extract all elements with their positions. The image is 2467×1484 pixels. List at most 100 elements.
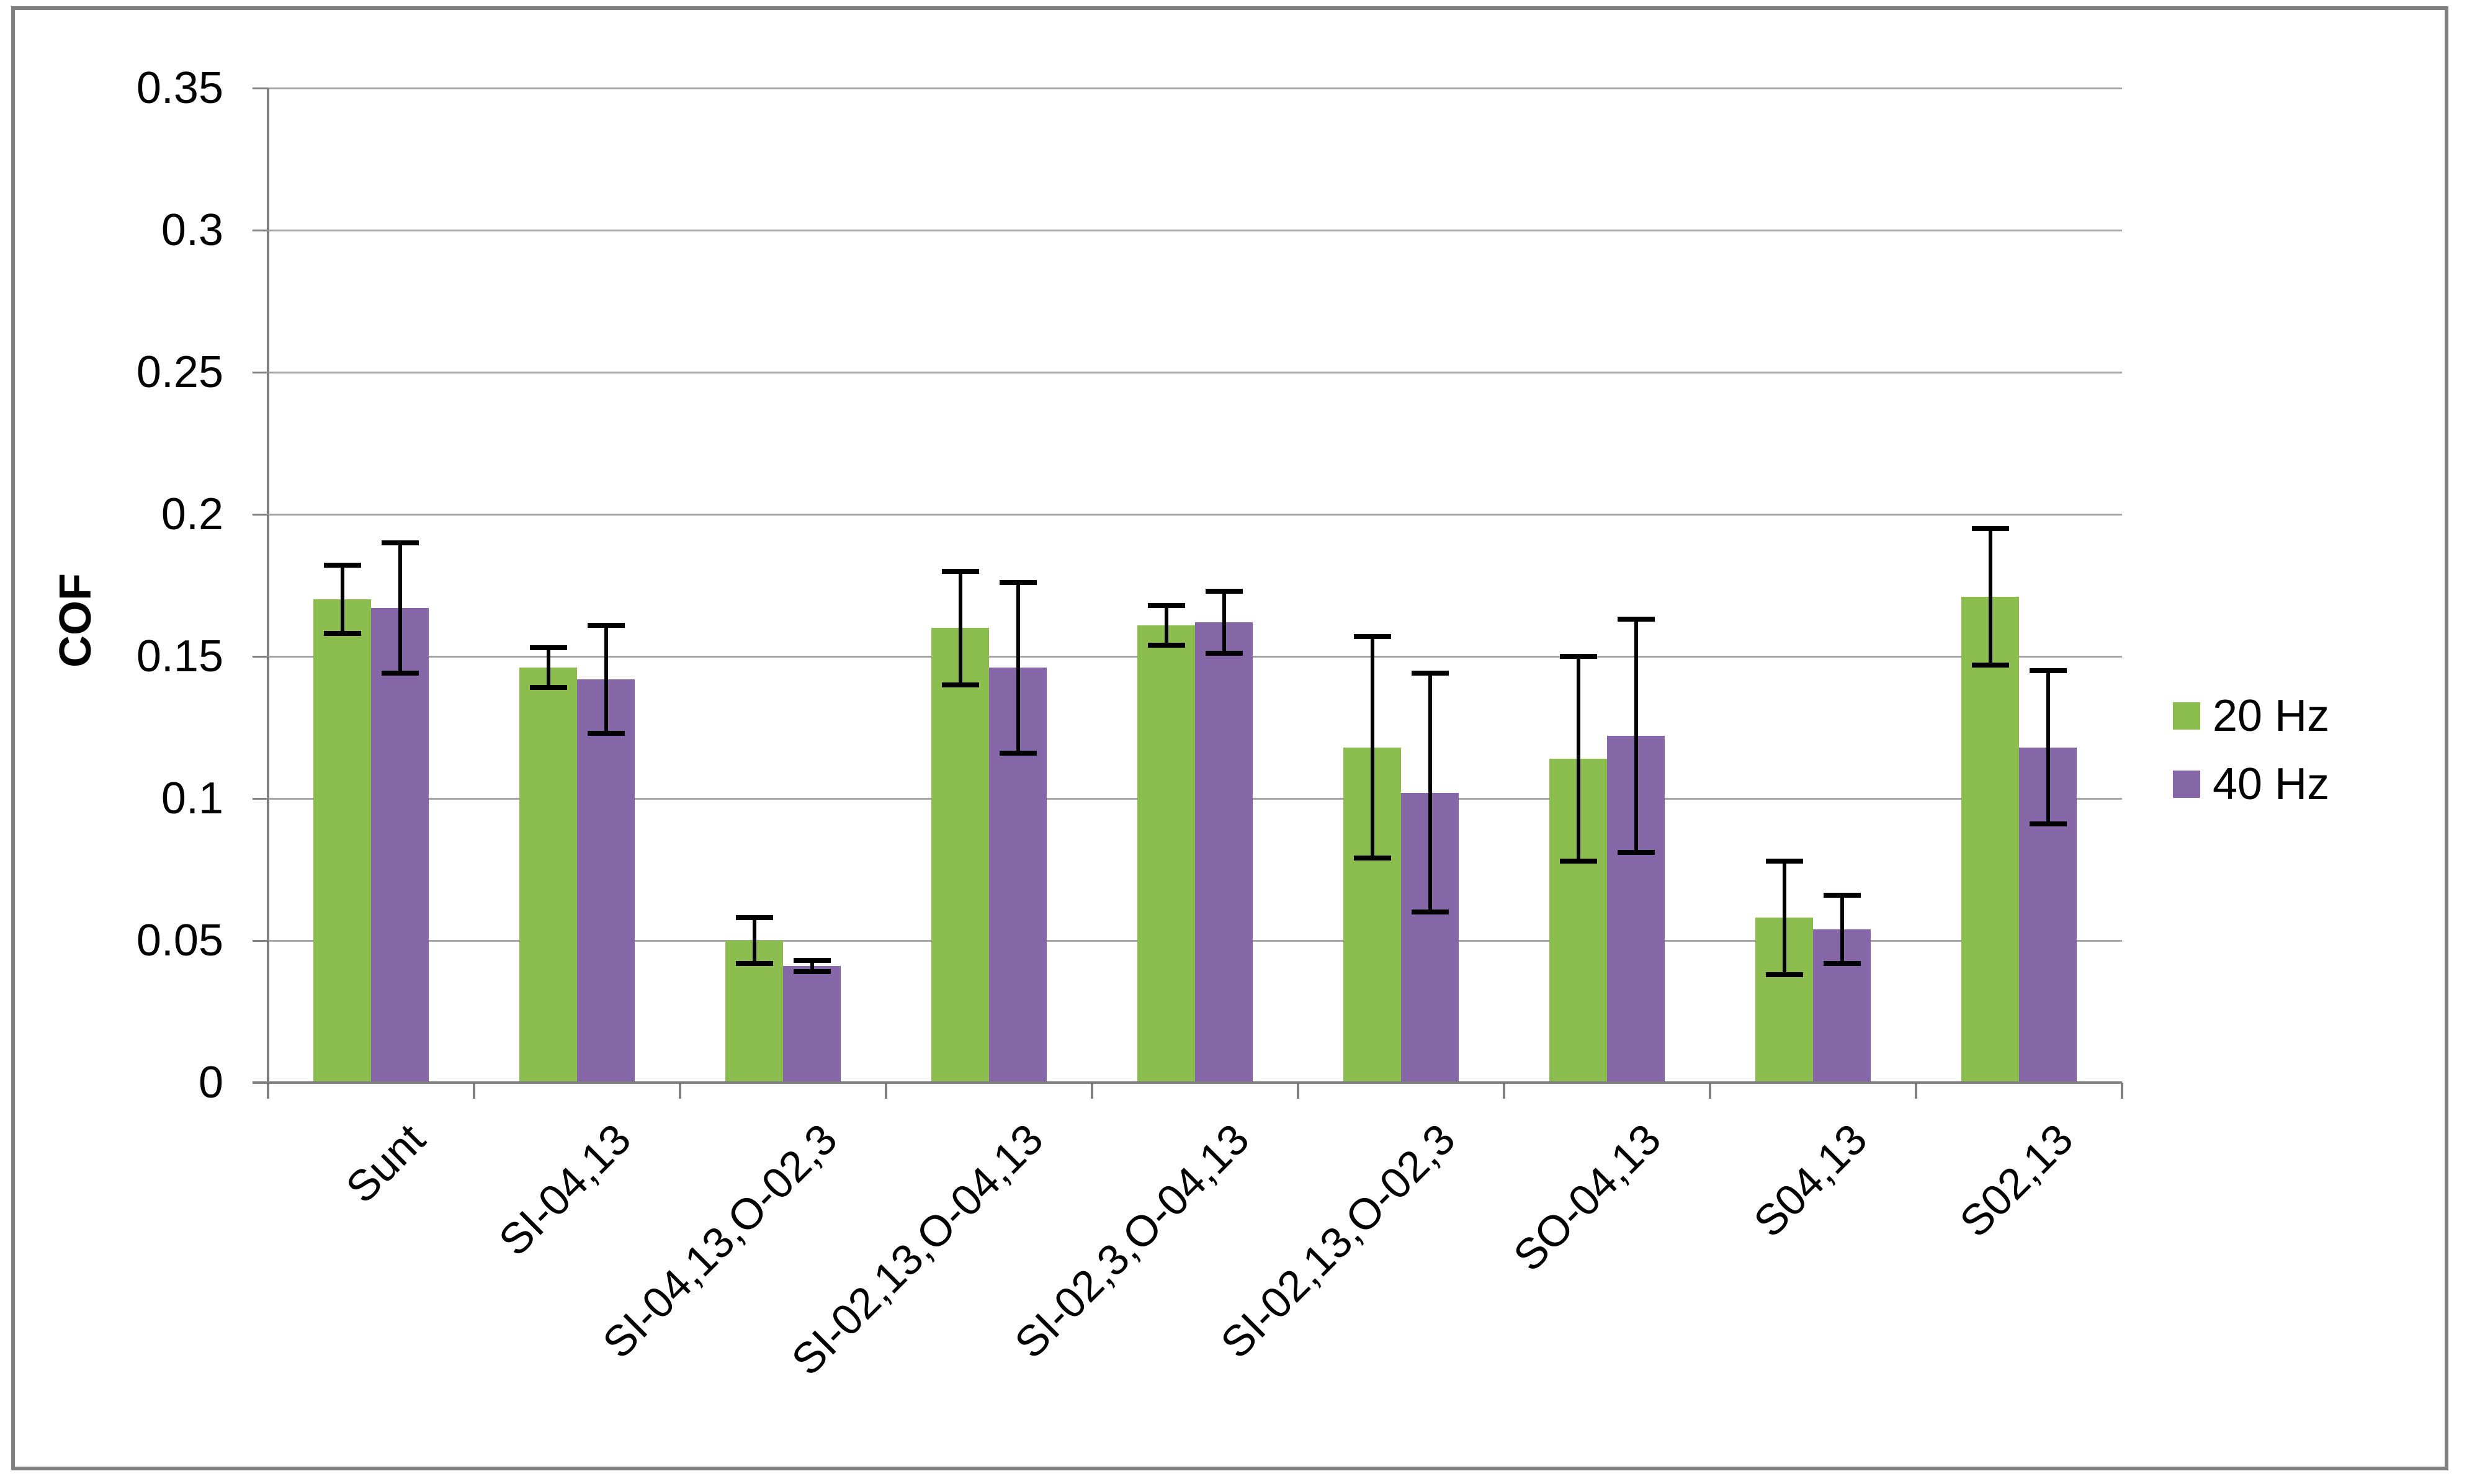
bar-20hz-9 — [1961, 596, 2019, 1083]
y-tick-label-0.3: 0.3 — [161, 205, 223, 255]
x-tick-mark-3 — [885, 1083, 887, 1099]
bar-20hz-4 — [931, 628, 989, 1083]
y-tick-mark-0.15 — [253, 656, 268, 658]
y-tick-label-0.05: 0.05 — [136, 916, 223, 965]
bar-40hz-5 — [1195, 622, 1253, 1083]
legend-swatch-40hz-icon — [2173, 771, 2200, 798]
error-cap-top-6-2 — [1411, 671, 1449, 676]
error-cap-bottom-1-1 — [323, 631, 361, 637]
error-cap-top-2-2 — [587, 622, 625, 628]
error-bar-20hz-1 — [340, 565, 344, 634]
error-cap-top-1-2 — [381, 540, 419, 545]
error-bar-40hz-1 — [398, 542, 402, 674]
error-bar-20hz-8 — [1782, 860, 1786, 975]
error-bar-20hz-2 — [546, 648, 550, 688]
error-bar-20hz-3 — [752, 918, 756, 963]
error-cap-top-9-1 — [1971, 525, 2009, 531]
x-tick-mark-5 — [1297, 1083, 1299, 1099]
bar-20hz-2 — [519, 668, 577, 1083]
x-tick-mark-2 — [679, 1083, 681, 1099]
error-cap-bottom-5-1 — [1147, 642, 1185, 648]
error-bar-40hz-3 — [810, 960, 814, 972]
y-tick-mark-0.2 — [253, 514, 268, 516]
error-cap-bottom-5-2 — [1205, 651, 1243, 656]
y-tick-label-0.25: 0.25 — [136, 347, 223, 397]
error-cap-top-1-1 — [323, 563, 361, 568]
error-bar-40hz-8 — [1840, 895, 1844, 963]
error-cap-bottom-6-2 — [1411, 910, 1449, 915]
legend-label-20hz: 20 Hz — [2213, 691, 2330, 741]
error-cap-bottom-8-1 — [1765, 972, 1803, 977]
y-tick-label-0: 0 — [198, 1058, 223, 1107]
y-axis-line — [267, 88, 269, 1099]
error-cap-top-6-1 — [1353, 633, 1391, 639]
x-tick-mark-9 — [2121, 1083, 2123, 1099]
y-tick-mark-0.35 — [253, 87, 268, 89]
gridline-0.25 — [268, 372, 2122, 373]
error-cap-top-4-2 — [999, 579, 1037, 585]
error-bar-20hz-4 — [958, 571, 962, 685]
y-tick-label-0.15: 0.15 — [136, 632, 223, 681]
error-bar-20hz-7 — [1576, 656, 1580, 861]
x-tick-mark-7 — [1709, 1083, 1711, 1099]
error-cap-top-8-2 — [1823, 892, 1861, 898]
legend-item-40hz: 40 Hz — [2173, 762, 2329, 807]
legend-item-20hz: 20 Hz — [2173, 694, 2329, 738]
bar-20hz-1 — [313, 599, 371, 1083]
gridline-0.2 — [268, 514, 2122, 516]
error-cap-top-9-2 — [2029, 668, 2067, 673]
error-cap-bottom-6-1 — [1353, 856, 1391, 861]
category-label-1: Sunt — [336, 1114, 434, 1212]
bar-40hz-3 — [783, 966, 841, 1083]
y-tick-label-0.35: 0.35 — [136, 63, 223, 113]
bar-20hz-5 — [1137, 625, 1195, 1083]
error-cap-bottom-3-1 — [735, 960, 773, 966]
x-tick-mark-1 — [473, 1083, 475, 1099]
y-tick-mark-0.1 — [253, 798, 268, 800]
error-bar-40hz-4 — [1016, 582, 1020, 753]
error-bar-20hz-5 — [1164, 605, 1168, 645]
y-tick-mark-0.05 — [253, 940, 268, 942]
error-cap-bottom-7-1 — [1559, 858, 1597, 864]
gridline-0.3 — [268, 230, 2122, 231]
error-bar-40hz-7 — [1634, 619, 1638, 852]
category-label-9: S02,13 — [1950, 1114, 2082, 1246]
error-cap-top-3-1 — [735, 915, 773, 921]
error-cap-bottom-8-2 — [1823, 960, 1861, 966]
error-cap-top-8-1 — [1765, 858, 1803, 864]
legend: 20 Hz 40 Hz — [2173, 694, 2329, 830]
error-cap-top-2-1 — [529, 645, 567, 651]
error-cap-top-5-2 — [1205, 588, 1243, 594]
y-tick-mark-0.3 — [253, 230, 268, 231]
x-tick-mark-4 — [1091, 1083, 1093, 1099]
x-axis-line — [253, 1081, 2122, 1084]
error-bar-40hz-6 — [1428, 673, 1432, 913]
legend-label-40hz: 40 Hz — [2213, 759, 2330, 809]
error-cap-top-7-2 — [1617, 617, 1655, 622]
y-tick-label-0.1: 0.1 — [161, 774, 223, 823]
error-cap-bottom-1-2 — [381, 671, 419, 676]
error-cap-bottom-7-2 — [1617, 850, 1655, 856]
error-bar-40hz-9 — [2046, 670, 2050, 825]
error-bar-40hz-5 — [1222, 591, 1226, 654]
error-cap-top-5-1 — [1147, 602, 1185, 608]
y-tick-label-0.2: 0.2 — [161, 489, 223, 539]
figure-border — [11, 6, 2448, 1470]
error-bar-40hz-2 — [604, 625, 608, 733]
error-cap-top-7-1 — [1559, 654, 1597, 659]
error-cap-bottom-3-2 — [793, 969, 831, 975]
x-tick-mark-8 — [1915, 1083, 1917, 1099]
category-label-8: S04,13 — [1744, 1114, 1876, 1246]
x-tick-mark-6 — [1503, 1083, 1505, 1099]
error-cap-bottom-9-1 — [1971, 662, 2009, 668]
error-cap-top-4-1 — [941, 568, 979, 574]
error-cap-top-3-2 — [793, 958, 831, 963]
category-label-7: SO-04,13 — [1504, 1114, 1670, 1281]
bar-40hz-1 — [371, 608, 429, 1083]
error-bar-20hz-6 — [1370, 636, 1374, 859]
error-cap-bottom-4-2 — [999, 750, 1037, 756]
legend-swatch-20hz-icon — [2173, 702, 2200, 730]
error-cap-bottom-4-1 — [941, 682, 979, 687]
